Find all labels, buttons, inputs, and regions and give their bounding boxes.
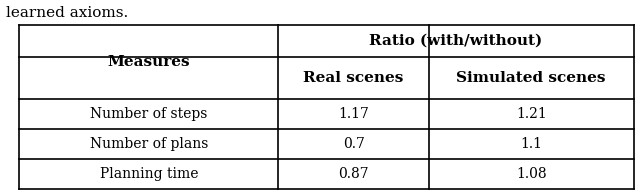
Text: 1.21: 1.21 — [516, 107, 547, 121]
Text: 0.7: 0.7 — [342, 137, 365, 151]
Text: Real scenes: Real scenes — [303, 71, 404, 85]
Text: learned axioms.: learned axioms. — [6, 6, 129, 20]
Text: 0.87: 0.87 — [339, 167, 369, 181]
Text: Measures: Measures — [108, 55, 190, 69]
Text: 1.17: 1.17 — [338, 107, 369, 121]
Text: Simulated scenes: Simulated scenes — [456, 71, 606, 85]
Text: 1.08: 1.08 — [516, 167, 547, 181]
Text: Number of plans: Number of plans — [90, 137, 208, 151]
Text: Ratio (with/without): Ratio (with/without) — [369, 34, 543, 48]
Text: Number of steps: Number of steps — [90, 107, 207, 121]
Text: 1.1: 1.1 — [520, 137, 542, 151]
Text: Planning time: Planning time — [100, 167, 198, 181]
